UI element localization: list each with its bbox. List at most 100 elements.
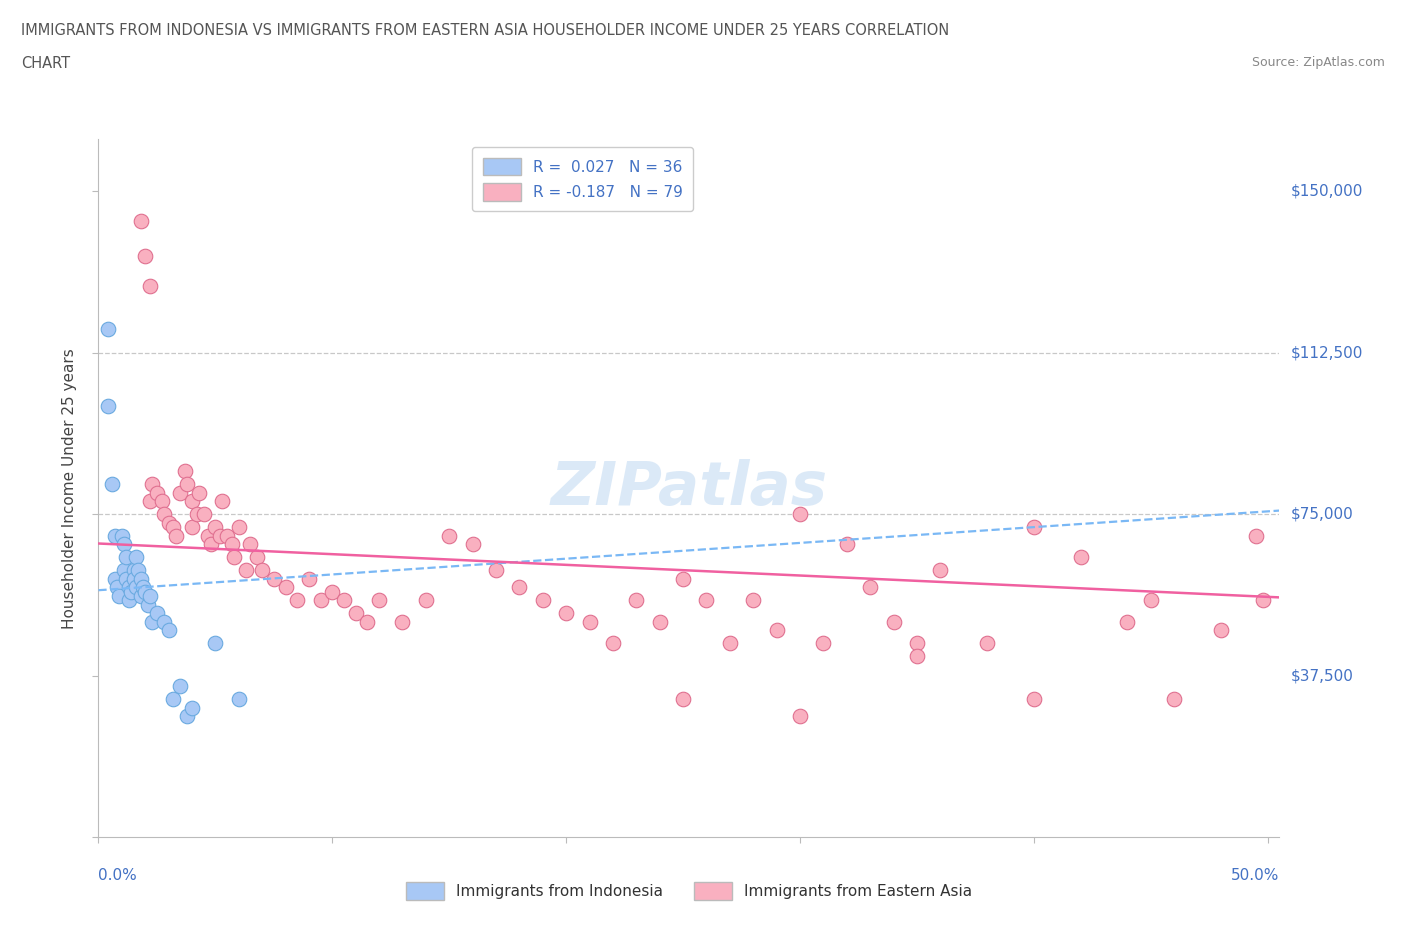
Point: [105, 579, 128, 594]
Point: [112, 563, 135, 578]
Point: [368, 592, 391, 607]
Point: [215, 528, 238, 543]
Point: [129, 589, 152, 604]
Point: [929, 563, 952, 578]
Point: [1070, 550, 1092, 565]
Point: [789, 507, 811, 522]
Point: [118, 579, 141, 594]
Text: Source: ZipAtlas.com: Source: ZipAtlas.com: [1251, 56, 1385, 69]
Point: [97, 399, 120, 414]
Point: [1244, 528, 1267, 543]
Point: [125, 579, 148, 594]
Point: [181, 494, 204, 509]
Point: [129, 214, 152, 229]
Point: [221, 537, 243, 551]
Point: [1140, 592, 1163, 607]
Point: [531, 592, 554, 607]
Point: [333, 592, 356, 607]
Point: [120, 584, 142, 599]
Point: [859, 579, 882, 594]
Point: [742, 592, 765, 607]
Text: ZIPatlas: ZIPatlas: [550, 458, 828, 518]
Point: [134, 584, 156, 599]
Point: [905, 636, 928, 651]
Point: [204, 636, 226, 651]
Text: $75,000: $75,000: [1291, 507, 1354, 522]
Point: [176, 709, 198, 724]
Point: [122, 571, 145, 586]
Point: [150, 494, 173, 509]
Text: $112,500: $112,500: [1291, 345, 1362, 360]
Point: [193, 507, 215, 522]
Point: [1022, 520, 1045, 535]
Point: [578, 615, 600, 630]
Point: [162, 520, 184, 535]
Point: [141, 615, 163, 630]
Point: [112, 537, 135, 551]
Point: [555, 605, 578, 620]
Point: [139, 589, 162, 604]
Point: [181, 700, 204, 715]
Point: [485, 563, 508, 578]
Point: [813, 636, 835, 651]
Point: [1209, 623, 1232, 638]
Point: [228, 520, 250, 535]
Point: [602, 636, 624, 651]
Point: [298, 571, 321, 586]
Legend: Immigrants from Indonesia, Immigrants from Eastern Asia: Immigrants from Indonesia, Immigrants fr…: [399, 876, 979, 906]
Point: [122, 563, 145, 578]
Point: [321, 584, 343, 599]
Point: [153, 507, 176, 522]
Point: [146, 485, 169, 500]
Point: [235, 563, 257, 578]
Point: [309, 592, 332, 607]
Point: [169, 485, 191, 500]
Point: [97, 322, 120, 337]
Point: [104, 571, 127, 586]
Point: [181, 520, 204, 535]
Point: [391, 615, 413, 630]
Text: IMMIGRANTS FROM INDONESIA VS IMMIGRANTS FROM EASTERN ASIA HOUSEHOLDER INCOME UND: IMMIGRANTS FROM INDONESIA VS IMMIGRANTS …: [21, 23, 949, 38]
Point: [200, 537, 222, 551]
Point: [125, 550, 148, 565]
Point: [672, 571, 695, 586]
Point: [108, 589, 131, 604]
Point: [127, 563, 149, 578]
Point: [208, 528, 231, 543]
Point: [211, 494, 233, 509]
Point: [132, 579, 155, 594]
Point: [101, 476, 124, 491]
Point: [157, 515, 180, 530]
Point: [115, 571, 138, 586]
Point: [228, 692, 250, 707]
Point: [136, 597, 159, 612]
Point: [153, 615, 176, 630]
Point: [111, 528, 134, 543]
Point: [165, 528, 187, 543]
Point: [118, 592, 141, 607]
Point: [1116, 615, 1139, 630]
Point: [176, 476, 198, 491]
Point: [250, 563, 273, 578]
Point: [146, 605, 169, 620]
Point: [139, 494, 162, 509]
Point: [356, 615, 378, 630]
Point: [115, 550, 138, 565]
Point: [186, 507, 208, 522]
Point: [285, 592, 308, 607]
Point: [169, 679, 191, 694]
Point: [789, 709, 811, 724]
Point: [197, 528, 219, 543]
Point: [104, 528, 127, 543]
Point: [1163, 692, 1185, 707]
Point: [718, 636, 741, 651]
Point: [222, 550, 245, 565]
Point: [162, 692, 184, 707]
Point: [263, 571, 285, 586]
Point: [672, 692, 695, 707]
Point: [239, 537, 262, 551]
Point: [626, 592, 648, 607]
Point: [129, 571, 152, 586]
Text: 0.0%: 0.0%: [98, 868, 138, 883]
Point: [461, 537, 484, 551]
